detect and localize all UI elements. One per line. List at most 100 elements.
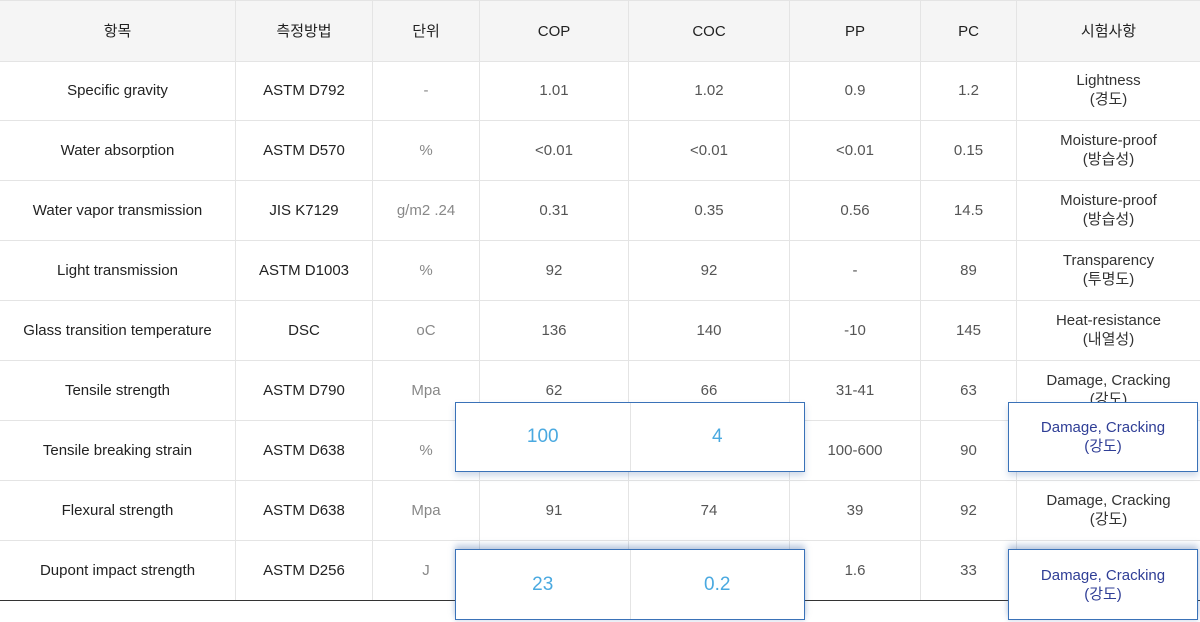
row-test: Moisture-proof (방습성): [1017, 120, 1200, 180]
row-unit: Mpa: [373, 360, 480, 420]
header-test: 시험사항: [1080, 22, 1137, 40]
row-method: DSC: [236, 300, 373, 360]
row-test-en: Moisture-proof: [1060, 192, 1157, 209]
row-item-name: Dupont impact strength: [0, 540, 236, 600]
table-header: 항목 측정방법 단위 COP COC PP PC 시험사항: [0, 0, 1200, 62]
table-row: Tensile breaking strain ASTM D638% 100-600…: [0, 420, 1200, 481]
header-unit: 단위: [373, 1, 480, 61]
row-test-ko: (경도): [1089, 91, 1128, 108]
row-pc: 63: [921, 360, 1017, 420]
row-item-name: Water absorption: [0, 120, 236, 180]
highlight-breaking-strain-test: Damage, Cracking (강도): [1008, 402, 1198, 472]
table-row: Water vapor transmission JIS K7129 g/m2 .2…: [0, 180, 1200, 241]
row-method: JIS K7129: [236, 180, 373, 240]
row-coc: 74: [629, 480, 790, 540]
table-row: Light transmission ASTM D1003% 92 92-89 Tran…: [0, 240, 1200, 301]
row-test: Moisture-proof (방습성): [1017, 180, 1200, 240]
header-item: 항목: [0, 1, 236, 61]
table-row: Water absorption ASTM D570% <0.01 <0.01 <0.0…: [0, 120, 1200, 181]
header-pc: PC: [921, 1, 1017, 61]
row-method: ASTM D792: [236, 60, 373, 120]
row-pp: 31-41: [790, 360, 921, 420]
row-cop: 91: [480, 480, 629, 540]
highlight-breaking-strain-values: 100 4: [455, 402, 805, 472]
row-unit: %: [373, 240, 480, 300]
row-pp: 0.9: [790, 60, 921, 120]
row-test-en: Damage, Cracking: [1046, 372, 1171, 389]
row-pp: <0.01: [790, 120, 921, 180]
row-method: ASTM D638: [236, 480, 373, 540]
row-test-ko: (투명도): [1082, 271, 1135, 288]
highlight-test-ko: (강도): [1084, 585, 1122, 603]
row-test-ko: (방습성): [1082, 151, 1135, 168]
row-pp: 1.6: [790, 540, 921, 600]
row-cop: <0.01: [480, 120, 629, 180]
row-cop: 92: [480, 240, 629, 300]
row-method: ASTM D256: [236, 540, 373, 600]
row-coc: 0.35: [629, 180, 790, 240]
header-method: 측정방법: [236, 1, 373, 61]
row-coc: <0.01: [629, 120, 790, 180]
row-test-ko: (방습성): [1082, 211, 1135, 228]
row-test: Transparency (투명도): [1017, 240, 1200, 300]
row-coc: 140: [629, 300, 790, 360]
row-item-name: Tensile breaking strain: [0, 420, 236, 480]
row-unit: Mpa: [373, 480, 480, 540]
row-pp: 100-600: [790, 420, 921, 480]
row-pc: 1.2: [921, 60, 1017, 120]
row-method: ASTM D570: [236, 120, 373, 180]
row-pp: -10: [790, 300, 921, 360]
row-pp: 0.56: [790, 180, 921, 240]
highlight-coc-value: 0.2: [704, 573, 731, 595]
row-test-en: Heat-resistance: [1055, 312, 1162, 329]
row-unit: g/m2 .24: [373, 180, 480, 240]
table-row: Glass transition temperature DSC oC 136 140-…: [0, 300, 1200, 361]
row-pc: 92: [921, 480, 1017, 540]
table-row: Flexural strength ASTM D638 Mpa 91 74 39 92 Dam…: [0, 480, 1200, 541]
row-item-name: Flexural strength: [0, 480, 236, 540]
row-test: Heat-resistance (내열성): [1017, 300, 1200, 360]
row-pc: 33: [921, 540, 1017, 600]
table-row: Specific gravity ASTM D792-1.01 1.02 0.9 1.2…: [0, 60, 1200, 121]
row-pc: 90: [921, 420, 1017, 480]
row-pc: 14.5: [921, 180, 1017, 240]
row-test-en: Damage, Cracking: [1046, 492, 1171, 509]
highlight-cop-value: 23: [456, 550, 631, 619]
row-pc: 145: [921, 300, 1017, 360]
header-cop: COP: [480, 1, 629, 61]
row-unit: %: [373, 120, 480, 180]
row-test-en: Transparency: [1062, 252, 1155, 269]
row-test-ko: (내열성): [1082, 331, 1135, 348]
header-pp: PP: [790, 1, 921, 61]
row-cop: 136: [480, 300, 629, 360]
row-item-name: Water vapor transmission: [0, 180, 236, 240]
row-item-name: Glass transition temperature: [0, 300, 236, 360]
highlight-coc-value: 4: [711, 426, 723, 447]
row-coc: 66: [629, 360, 790, 420]
row-cop: 1.01: [480, 60, 629, 120]
highlight-cop-value: 100: [456, 403, 631, 471]
highlight-test-en: Damage, Cracking: [1040, 419, 1166, 436]
row-item-name: Specific gravity: [0, 60, 236, 120]
row-test: Damage, Cracking (강도): [1017, 480, 1200, 540]
row-unit: oC: [373, 300, 480, 360]
row-method: ASTM D638: [236, 420, 373, 480]
highlight-impact-test: Damage, Cracking (강도): [1008, 549, 1198, 620]
row-cop: 0.31: [480, 180, 629, 240]
row-unit: -: [373, 60, 480, 120]
highlight-impact-values: 23 0.2: [455, 549, 805, 620]
row-method: ASTM D790: [236, 360, 373, 420]
row-item-name: Light transmission: [0, 240, 236, 300]
row-pc: 89: [921, 240, 1017, 300]
row-method: ASTM D1003: [236, 240, 373, 300]
highlight-test-en: Damage, Cracking: [1040, 566, 1166, 584]
row-cop: 62: [480, 360, 629, 420]
header-coc: COC: [629, 1, 790, 61]
row-test-ko: (강도): [1089, 511, 1128, 528]
row-coc: 1.02: [629, 60, 790, 120]
row-pp: -: [790, 240, 921, 300]
row-test-en: Lightness: [1076, 72, 1141, 89]
row-test-en: Moisture-proof: [1060, 132, 1157, 149]
row-pp: 39: [790, 480, 921, 540]
row-item-name: Tensile strength: [0, 360, 236, 420]
